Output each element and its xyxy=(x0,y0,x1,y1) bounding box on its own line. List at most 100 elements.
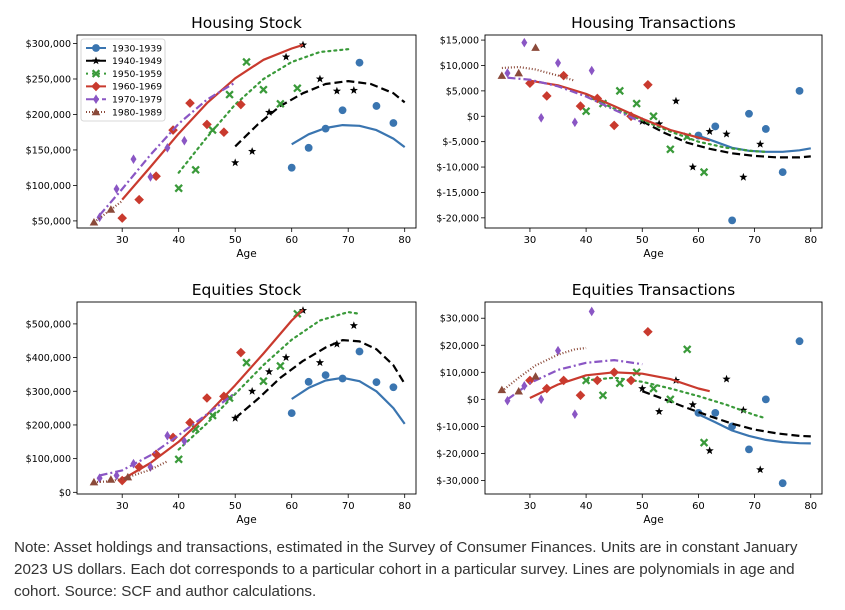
point-equities-transactions-1940-1949-5 xyxy=(722,374,731,383)
fit-line-housing-transactions-1950-1959 xyxy=(584,94,767,153)
legend-marker-1940-1949 xyxy=(91,56,101,65)
point-equities-transactions-1930-1939-4 xyxy=(761,395,770,404)
point-equities-transactions-1950-1959-6 xyxy=(683,345,692,354)
point-equities-transactions-1970-1979-5 xyxy=(588,306,595,317)
point-equities-stock-1940-1949-7 xyxy=(349,321,358,330)
x-tick-label-30: 30 xyxy=(524,501,537,512)
point-housing-stock-1960-1969-6 xyxy=(219,127,229,138)
point-equities-transactions-1950-1959-7 xyxy=(699,438,709,447)
point-equities-stock-1930-1939-0 xyxy=(287,409,296,418)
point-equities-stock-1970-1979-5 xyxy=(181,436,188,446)
legend-label-1980-1989: 1980-1989 xyxy=(112,107,162,118)
point-housing-transactions-1950-1959-3 xyxy=(632,99,641,108)
y-tick-label-5: $20,000 xyxy=(440,341,479,352)
point-housing-stock-1950-1959-5 xyxy=(259,85,268,94)
point-housing-stock-1970-1979-1 xyxy=(113,184,120,194)
point-housing-transactions-1940-1949-6 xyxy=(739,172,748,181)
x-tick-label-40: 40 xyxy=(580,501,593,512)
point-housing-stock-1930-1939-3 xyxy=(338,106,347,115)
y-tick-label-3: $300,000 xyxy=(26,387,71,398)
point-equities-stock-1980-1989-1 xyxy=(106,475,116,483)
x-tick-label-70: 70 xyxy=(748,235,761,246)
point-housing-transactions-1970-1979-5 xyxy=(588,65,595,76)
fit-line-equities-transactions-1960-1969 xyxy=(529,371,710,399)
y-tick-label-3: $-5,000 xyxy=(442,137,479,148)
point-housing-transactions-1940-1949-3 xyxy=(688,162,697,171)
point-housing-transactions-1980-1989-1 xyxy=(514,68,523,77)
plot-frame-equities-transactions xyxy=(484,301,823,495)
plot-frame-equities-stock xyxy=(76,301,417,495)
point-housing-transactions-1960-1969-5 xyxy=(609,120,619,131)
point-equities-transactions-1960-1969-7 xyxy=(643,326,653,337)
point-housing-stock-1980-1989-0 xyxy=(89,218,99,226)
point-housing-stock-1940-1949-3 xyxy=(281,52,291,61)
point-housing-stock-1970-1979-5 xyxy=(181,135,188,146)
point-equities-stock-1930-1939-5 xyxy=(372,378,381,387)
x-tick-label-80: 80 xyxy=(398,501,411,512)
y-tick-label-0: $50,000 xyxy=(32,216,71,227)
x-tick-label-60: 60 xyxy=(692,501,705,512)
point-equities-stock-1970-1979-1 xyxy=(113,470,120,481)
point-housing-transactions-1930-1939-5 xyxy=(778,168,787,177)
x-tick-label-70: 70 xyxy=(748,501,761,512)
y-tick-label-6: $10,000 xyxy=(440,61,479,72)
point-equities-stock-1940-1949-6 xyxy=(332,339,341,348)
x-tick-label-30: 30 xyxy=(116,501,129,512)
point-housing-transactions-1970-1979-3 xyxy=(555,58,562,68)
legend-marker-1960-1969 xyxy=(91,81,101,92)
point-housing-transactions-1930-1939-6 xyxy=(795,86,804,95)
point-housing-stock-1930-1939-1 xyxy=(304,143,313,152)
point-equities-transactions-1960-1969-1 xyxy=(541,383,552,394)
point-housing-transactions-1930-1939-2 xyxy=(728,216,737,225)
point-housing-stock-1980-1989-1 xyxy=(106,205,116,213)
fit-line-housing-transactions-1960-1969 xyxy=(529,79,710,142)
point-equities-stock-1970-1979-0 xyxy=(96,473,103,483)
y-tick-label-5: $5,000 xyxy=(446,86,479,97)
point-equities-stock-1930-1939-3 xyxy=(338,374,347,383)
fit-line-equities-transactions-1930-1939 xyxy=(697,413,811,445)
point-equities-transactions-1940-1949-6 xyxy=(739,405,748,414)
point-housing-stock-1950-1959-0 xyxy=(174,184,183,193)
x-tick-label-30: 30 xyxy=(524,235,537,246)
point-equities-stock-1930-1939-6 xyxy=(389,383,398,392)
point-housing-transactions-1950-1959-4 xyxy=(649,112,658,121)
legend: 1930-1939 1940-1949 1950-1959 1960-1969 1970… xyxy=(80,38,166,122)
y-tick-label-4: $250,000 xyxy=(26,74,71,85)
point-housing-transactions-1940-1949-2 xyxy=(671,96,681,105)
point-equities-transactions-1940-1949-3 xyxy=(688,400,697,409)
point-equities-transactions-1950-1959-2 xyxy=(615,378,624,388)
point-equities-stock-1950-1959-2 xyxy=(208,411,217,420)
fit-line-equities-transactions-1950-1959 xyxy=(584,376,767,420)
x-tick-label-70: 70 xyxy=(342,235,355,246)
y-tick-label-4: $400,000 xyxy=(26,353,71,364)
point-equities-stock-1930-1939-4 xyxy=(355,347,364,356)
point-equities-stock-1970-1979-2 xyxy=(130,458,137,469)
y-tick-label-5: $500,000 xyxy=(26,319,71,330)
legend-marker-1980-1989 xyxy=(91,107,101,116)
point-equities-transactions-1960-1969-0 xyxy=(525,375,535,386)
point-equities-transactions-1950-1959-1 xyxy=(598,391,608,400)
point-housing-transactions-1940-1949-1 xyxy=(655,119,664,128)
y-tick-label-4: $10,000 xyxy=(440,368,479,379)
y-tick-label-1: $-20,000 xyxy=(436,449,479,460)
x-tick-label-50: 50 xyxy=(229,235,242,246)
point-equities-stock-1940-1949-2 xyxy=(265,367,274,376)
point-housing-stock-1940-1949-1 xyxy=(248,147,257,155)
fit-line-equities-stock-1970-1979 xyxy=(99,392,236,477)
legend-label-1930-1939: 1930-1939 xyxy=(112,43,162,54)
x-tick-label-60: 60 xyxy=(285,501,298,512)
y-tick-label-5: $300,000 xyxy=(26,39,71,50)
point-equities-transactions-1930-1939-6 xyxy=(795,337,804,346)
point-equities-stock-1960-1969-2 xyxy=(151,449,161,460)
point-equities-transactions-1970-1979-2 xyxy=(538,394,545,405)
point-equities-stock-1930-1939-2 xyxy=(321,371,330,379)
point-housing-stock-1940-1949-6 xyxy=(332,86,341,95)
point-equities-transactions-1980-1989-2 xyxy=(531,372,540,380)
x-axis-label-equities-transactions: Age xyxy=(643,514,663,526)
x-tick-label-80: 80 xyxy=(398,235,411,246)
point-housing-stock-1950-1959-4 xyxy=(242,57,251,67)
point-housing-stock-1960-1969-4 xyxy=(185,98,195,108)
legend-marker-1950-1959 xyxy=(91,69,101,78)
point-housing-transactions-1940-1949-5 xyxy=(722,129,731,138)
point-equities-stock-1960-1969-5 xyxy=(202,393,212,403)
